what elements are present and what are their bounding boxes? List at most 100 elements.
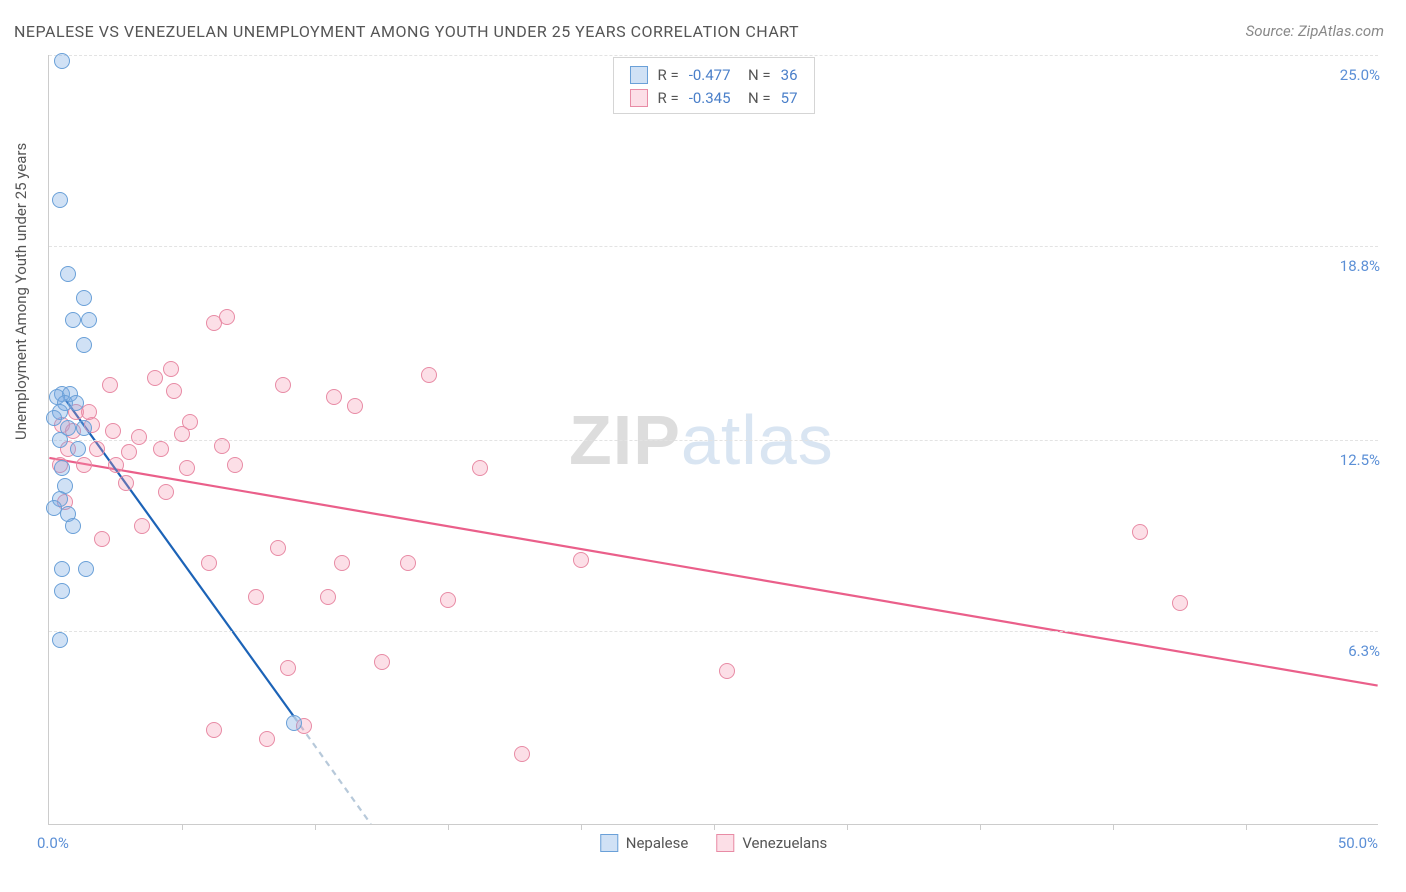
scatter-point-blue (54, 583, 70, 599)
scatter-point-blue (60, 266, 76, 282)
scatter-point-blue (70, 441, 86, 457)
stat-n-value: 36 (781, 64, 798, 87)
regression-line (49, 458, 1377, 686)
scatter-point-pink (227, 457, 243, 473)
scatter-point-pink (108, 457, 124, 473)
scatter-point-pink (472, 460, 488, 476)
scatter-point-blue (54, 561, 70, 577)
scatter-point-pink (147, 370, 163, 386)
scatter-point-pink (121, 444, 137, 460)
scatter-point-pink (163, 361, 179, 377)
y-tick-label: 25.0% (1334, 66, 1380, 84)
stat-legend: R =-0.477 N =36R =-0.345 N =57 (612, 57, 814, 114)
gridline (49, 55, 1378, 56)
scatter-point-pink (174, 426, 190, 442)
scatter-point-pink (153, 441, 169, 457)
scatter-point-pink (89, 441, 105, 457)
scatter-point-blue (65, 518, 81, 534)
scatter-point-pink (719, 663, 735, 679)
legend-label: Nepalese (626, 834, 689, 852)
legend-item: Venezuelans (716, 834, 827, 852)
chart-title: NEPALESE VS VENEZUELAN UNEMPLOYMENT AMON… (14, 22, 799, 41)
scatter-point-pink (400, 555, 416, 571)
x-tick (847, 824, 848, 830)
gridline (49, 631, 1378, 632)
scatter-point-pink (347, 398, 363, 414)
stat-r-label: R = (657, 87, 678, 110)
scatter-point-pink (76, 457, 92, 473)
x-tick (1246, 824, 1247, 830)
scatter-point-blue (76, 420, 92, 436)
scatter-point-pink (1172, 595, 1188, 611)
scatter-point-blue (52, 432, 68, 448)
scatter-point-pink (179, 460, 195, 476)
scatter-point-pink (81, 404, 97, 420)
x-tick (182, 824, 183, 830)
scatter-point-pink (573, 552, 589, 568)
scatter-point-pink (1132, 524, 1148, 540)
scatter-point-pink (134, 518, 150, 534)
scatter-point-blue (65, 312, 81, 328)
scatter-point-blue (76, 337, 92, 353)
scatter-point-pink (280, 660, 296, 676)
scatter-point-pink (131, 429, 147, 445)
legend-swatch (716, 834, 734, 852)
stat-n-value: 57 (781, 87, 798, 110)
scatter-point-pink (440, 592, 456, 608)
scatter-point-pink (248, 589, 264, 605)
y-axis-title: Unemployment Among Youth under 25 years (12, 143, 30, 440)
scatter-point-pink (105, 423, 121, 439)
scatter-point-pink (259, 731, 275, 747)
stat-r-value: -0.345 (689, 87, 731, 110)
x-tick (315, 824, 316, 830)
scatter-point-blue (68, 395, 84, 411)
scatter-point-pink (102, 377, 118, 393)
gridline (49, 246, 1378, 247)
scatter-point-pink (94, 531, 110, 547)
series-legend: Nepalese Venezuelans (600, 834, 827, 852)
legend-label: Venezuelans (742, 834, 827, 852)
stat-n-label: N = (741, 64, 771, 87)
y-tick-label: 18.8% (1334, 257, 1380, 275)
x-tick (448, 824, 449, 830)
scatter-point-pink (214, 438, 230, 454)
gridline (49, 440, 1378, 441)
scatter-point-pink (166, 383, 182, 399)
scatter-point-pink (326, 389, 342, 405)
y-tick-label: 6.3% (1342, 642, 1380, 660)
stat-n-label: N = (741, 87, 771, 110)
scatter-point-blue (54, 53, 70, 69)
x-min-label: 0.0% (37, 834, 69, 852)
scatter-point-pink (514, 746, 530, 762)
stat-r-value: -0.477 (689, 64, 731, 87)
scatter-point-pink (320, 589, 336, 605)
scatter-point-pink (206, 315, 222, 331)
scatter-point-blue (52, 192, 68, 208)
scatter-point-pink (374, 654, 390, 670)
scatter-point-pink (206, 722, 222, 738)
scatter-point-pink (270, 540, 286, 556)
scatter-point-blue (81, 312, 97, 328)
scatter-point-pink (334, 555, 350, 571)
source-label: Source: ZipAtlas.com (1246, 22, 1384, 40)
y-tick-label: 12.5% (1334, 451, 1380, 469)
legend-swatch (629, 89, 647, 107)
x-tick (1113, 824, 1114, 830)
scatter-point-pink (118, 475, 134, 491)
scatter-point-pink (201, 555, 217, 571)
scatter-point-pink (275, 377, 291, 393)
x-tick (714, 824, 715, 830)
legend-swatch (629, 66, 647, 84)
scatter-point-blue (54, 460, 70, 476)
x-max-label: 50.0% (1338, 834, 1378, 852)
scatter-point-blue (76, 290, 92, 306)
scatter-point-pink (158, 484, 174, 500)
plot-area: ZIPatlas R =-0.477 N =36R =-0.345 N =57 … (48, 55, 1378, 825)
scatter-point-blue (52, 632, 68, 648)
scatter-point-blue (286, 715, 302, 731)
x-tick (581, 824, 582, 830)
legend-item: Nepalese (600, 834, 689, 852)
scatter-point-pink (421, 367, 437, 383)
scatter-point-blue (78, 561, 94, 577)
stat-legend-row: R =-0.477 N =36 (629, 64, 797, 87)
